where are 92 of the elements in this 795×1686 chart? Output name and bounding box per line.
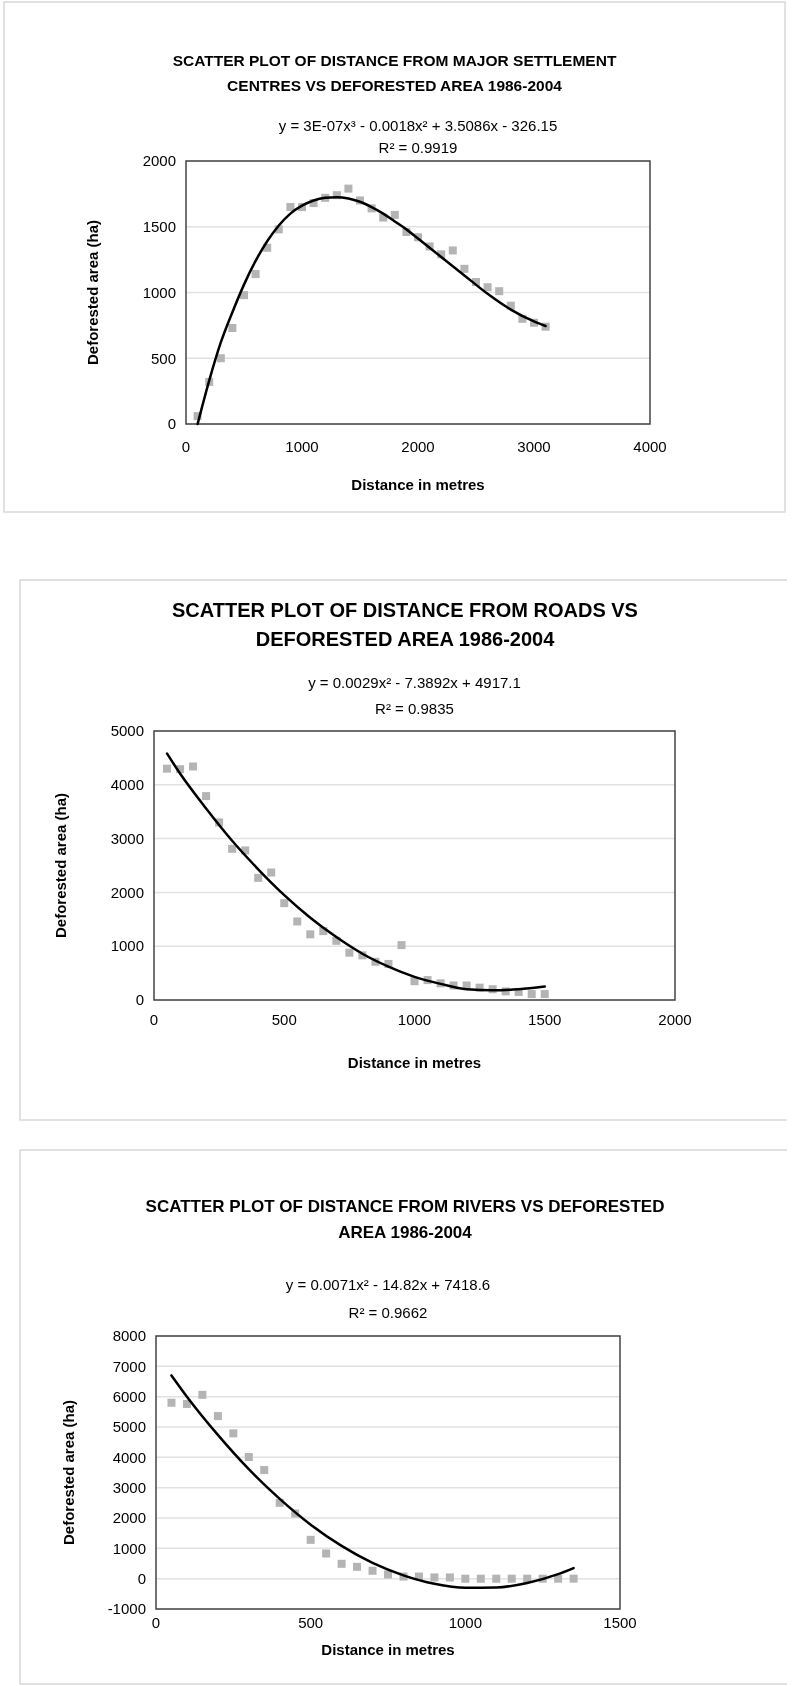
chart-title: SCATTER PLOT OF DISTANCE FROM MAJOR SETTLEMENT CENTRES VS DEFORESTED AREA 1986-2004: [172, 52, 617, 94]
x-axis-title: Distance in metres: [321, 1641, 455, 1658]
point: [476, 1574, 485, 1583]
x-tick-label: 1000: [448, 1614, 483, 1631]
point: [216, 354, 225, 363]
point: [244, 1453, 253, 1462]
point: [445, 1573, 454, 1582]
y-tick-label: 1000: [112, 1539, 146, 1557]
point: [448, 246, 457, 255]
y-tick-label: 4000: [112, 1448, 146, 1466]
text: R² = 0.9662: [348, 1304, 428, 1321]
point: [280, 899, 289, 908]
point: [430, 1573, 439, 1582]
point: [228, 324, 237, 333]
y-tick-label: 7000: [112, 1357, 146, 1375]
point: [461, 1574, 470, 1583]
point: [163, 764, 172, 773]
point: [260, 1466, 269, 1475]
x-tick-label: 4000: [633, 438, 667, 455]
point: [540, 990, 549, 999]
point: [495, 287, 504, 296]
y-tick-label: 2000: [142, 152, 176, 170]
point: [345, 948, 354, 957]
x-tick-label: 500: [271, 1011, 297, 1028]
point: [254, 873, 263, 882]
text: y = 3E-07x³ - 0.0018x² + 3.5086x - 326.15: [278, 117, 558, 134]
y-tick-label: 1000: [110, 937, 144, 955]
x-tick-label: 2000: [658, 1011, 692, 1028]
y-tick-label: 0: [135, 991, 144, 1009]
point: [167, 1398, 176, 1407]
y-tick-label: 3000: [112, 1478, 146, 1496]
point: [213, 1412, 222, 1421]
text: y = 0.0071x² - 14.82x + 7418.6: [285, 1276, 491, 1293]
line-series: [170, 1374, 575, 1590]
x-tick-label: 1500: [603, 1614, 637, 1631]
text: R² = 0.9835: [375, 700, 454, 717]
x-tick-label: 1000: [285, 438, 319, 455]
point: [202, 792, 211, 801]
y-tick-label: 5000: [110, 722, 144, 740]
point: [182, 1399, 191, 1408]
x-axis-title: Distance in metres: [347, 1054, 482, 1071]
y-tick-label: 0: [137, 1569, 146, 1587]
text: y = 0.0029x² - 7.3892x + 4917.1: [308, 674, 521, 691]
x-tick-label: 500: [298, 1614, 324, 1631]
y-axis-title: Deforested area (ha): [84, 219, 101, 366]
y-tick-label: 6000: [112, 1387, 146, 1405]
point: [229, 1429, 238, 1438]
point: [344, 184, 353, 193]
text: R² = 0.9919: [378, 139, 458, 156]
point: [390, 210, 399, 219]
point: [306, 930, 315, 939]
y-tick-label: 1000: [142, 283, 176, 301]
x-tick-label: 1500: [528, 1011, 562, 1028]
point: [368, 1566, 377, 1575]
y-tick-label: 3000: [110, 829, 144, 847]
point: [492, 1574, 501, 1583]
point: [189, 762, 198, 771]
point: [483, 283, 492, 292]
y-tick-label: 0: [167, 415, 176, 433]
point: [251, 270, 260, 279]
point: [267, 868, 276, 877]
y-tick-label: 500: [150, 349, 176, 367]
x-tick-label: 3000: [517, 438, 551, 455]
point: [228, 844, 237, 853]
y-tick-label: 2000: [110, 883, 144, 901]
point: [198, 1390, 207, 1399]
point: [554, 1574, 563, 1583]
point: [527, 990, 536, 999]
point: [337, 1559, 346, 1568]
x-axis-title: Distance in metres: [351, 476, 485, 493]
y-tick-label: 5000: [112, 1418, 146, 1436]
x-tick-label: 2000: [401, 438, 435, 455]
y-tick-label: -1000: [107, 1600, 146, 1618]
x-tick-label: 0: [181, 438, 191, 455]
y-axis-title: Deforested area (ha): [52, 792, 69, 939]
point: [286, 203, 295, 212]
point: [353, 1562, 362, 1571]
point: [322, 1549, 331, 1558]
y-tick-label: 1500: [142, 218, 176, 235]
point: [569, 1574, 578, 1583]
y-tick-label: 2000: [112, 1509, 146, 1527]
point: [397, 941, 406, 950]
y-tick-label: 4000: [110, 776, 144, 794]
chart-title: SCATTER PLOT OF DISTANCE FROM ROADS VS DEFORESTED AREA 1986-2004: [172, 599, 638, 650]
chart-title: SCATTER PLOT OF DISTANCE FROM RIVERS VS DEFORESTED AREA 1986-2004: [145, 1197, 665, 1242]
point: [507, 1574, 516, 1583]
y-axis-title: Deforested area (ha): [60, 1399, 77, 1546]
point: [460, 264, 469, 273]
point: [293, 917, 302, 926]
y-tick-label: 8000: [112, 1327, 146, 1345]
x-tick-label: 1000: [397, 1011, 432, 1028]
point: [306, 1535, 315, 1544]
